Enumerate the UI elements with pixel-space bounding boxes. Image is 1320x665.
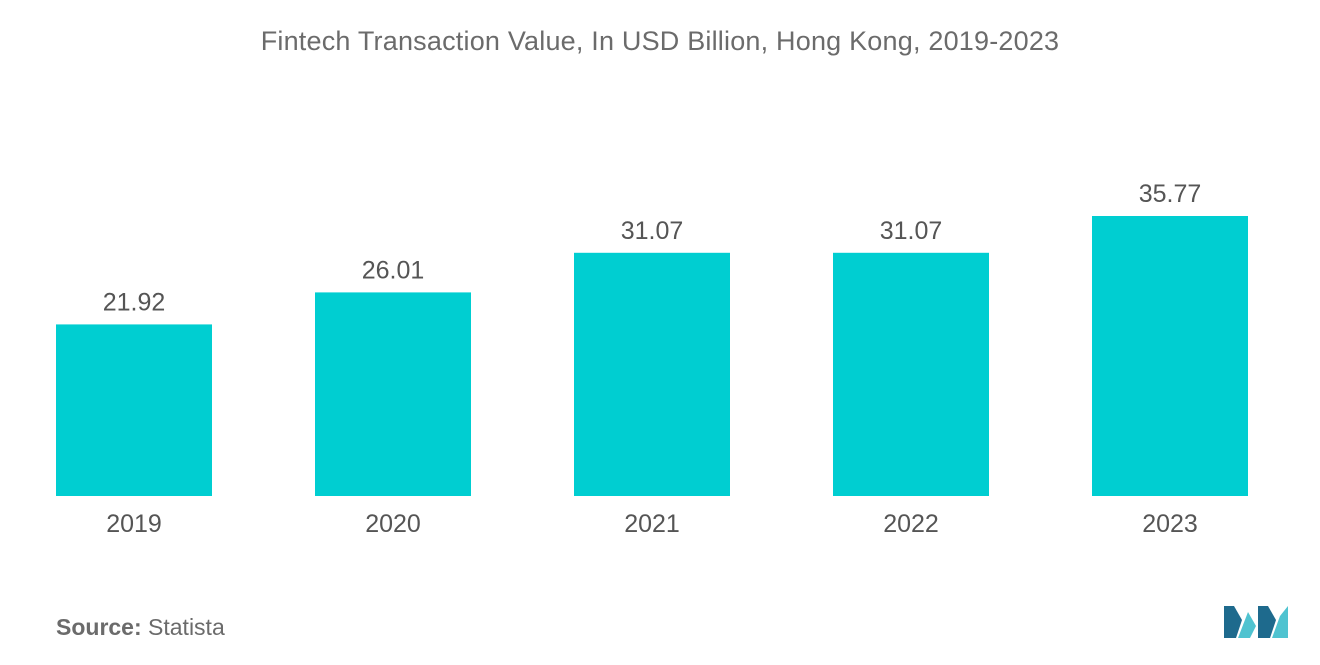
logo-shape-2 [1238,612,1256,638]
value-labels-layer: 21.92 26.01 31.07 31.07 35.77 [103,180,1202,316]
x-tick-label-2021: 2021 [624,510,680,538]
x-axis-tick-labels: 2019 2020 2021 2022 2023 [106,510,1198,538]
bar-2019 [56,324,212,496]
logo-shape-3 [1258,606,1276,638]
source-label: Source: [56,614,142,640]
source-note: Source: Statista [56,614,225,641]
bar-2021 [574,252,730,496]
bars-layer [56,216,1248,496]
value-label-2020: 26.01 [362,256,425,284]
bar-2023 [1092,216,1248,496]
logo-shape-4 [1272,606,1288,638]
x-tick-label-2019: 2019 [106,510,162,538]
x-tick-label-2023: 2023 [1142,510,1198,538]
chart-title: Fintech Transaction Value, In USD Billio… [260,26,1060,56]
logo-shape-1 [1224,606,1242,638]
x-tick-label-2020: 2020 [365,510,421,538]
value-label-2022: 31.07 [880,217,943,245]
source-value: Statista [148,614,225,640]
value-label-2019: 21.92 [103,288,166,316]
bar-2020 [315,292,471,496]
x-tick-label-2022: 2022 [883,510,939,538]
bar-2022 [833,252,989,496]
value-label-2021: 31.07 [621,217,684,245]
mordor-intelligence-logo-icon [1224,606,1288,638]
value-label-2023: 35.77 [1139,180,1202,208]
